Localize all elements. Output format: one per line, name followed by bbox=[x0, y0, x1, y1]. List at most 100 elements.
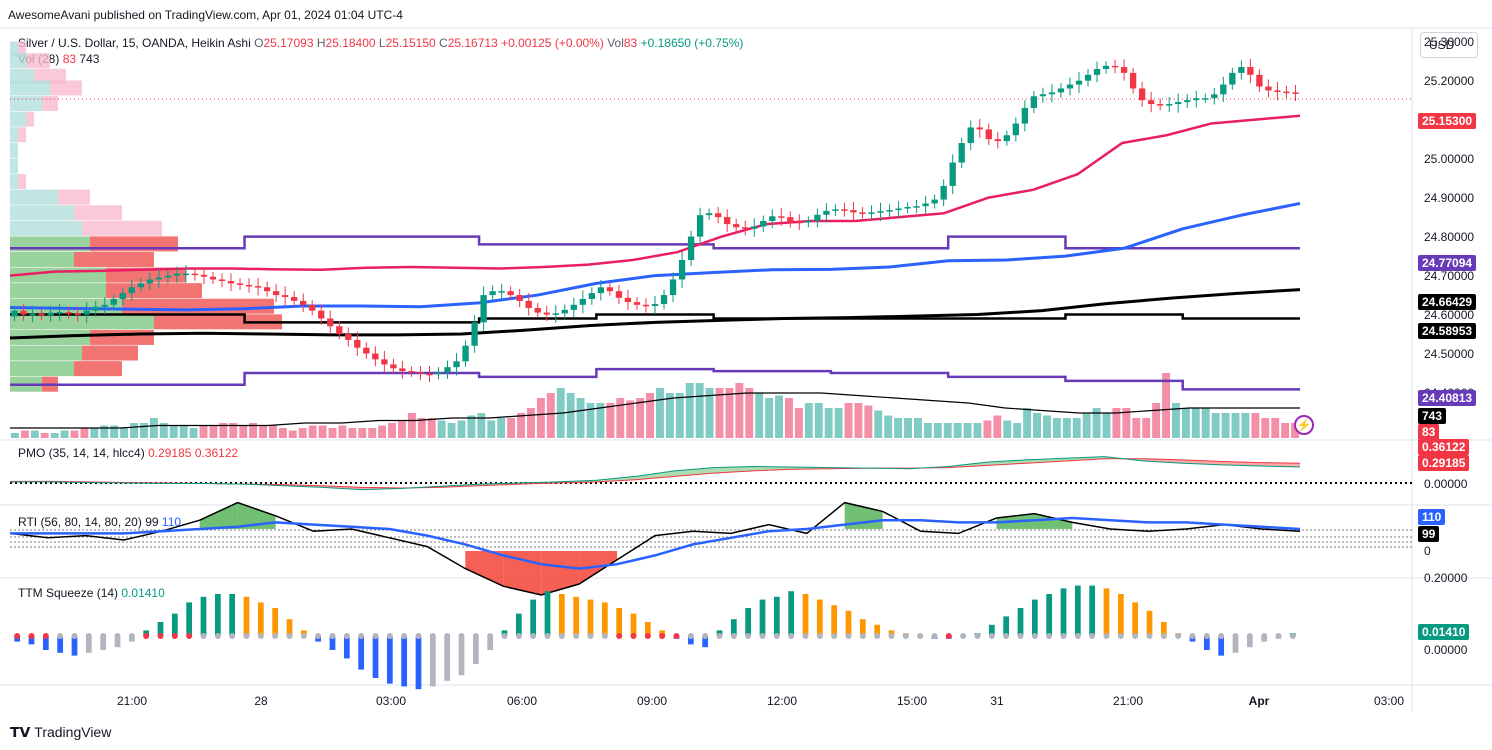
main-legend: Silver / U.S. Dollar, 15, OANDA, Heikin … bbox=[18, 36, 743, 50]
ttm-squeeze-dot bbox=[1074, 633, 1081, 639]
volume-bar bbox=[298, 428, 307, 438]
candle-body bbox=[1075, 80, 1083, 85]
volume-bar bbox=[923, 423, 932, 438]
candle-body bbox=[615, 291, 623, 298]
candle-body bbox=[561, 309, 568, 314]
candle-body bbox=[778, 216, 785, 218]
volume-bar bbox=[398, 420, 406, 438]
volume-bar bbox=[1281, 423, 1290, 438]
volume-bar bbox=[1122, 408, 1131, 438]
rti-overbought-fill bbox=[1034, 513, 1073, 529]
volume-bar bbox=[1172, 403, 1180, 438]
ttm-squeeze-dot bbox=[601, 633, 608, 639]
ttm-squeeze-dot bbox=[845, 633, 852, 639]
candle-body bbox=[1193, 98, 1200, 101]
candle-body bbox=[552, 313, 559, 315]
volume-bar bbox=[477, 413, 486, 438]
candle-body bbox=[164, 275, 172, 278]
volume-profile-up bbox=[10, 251, 74, 267]
volume-bar bbox=[457, 420, 466, 438]
ttm-squeeze-dot bbox=[616, 633, 623, 639]
price-axis-label: 24.50000 bbox=[1424, 346, 1475, 361]
volume-bar bbox=[794, 408, 803, 438]
ttm-histogram-bar bbox=[257, 602, 264, 636]
volume-legend-v1: 83 bbox=[62, 52, 77, 66]
volume-bar bbox=[536, 398, 545, 438]
ttm-histogram-bar bbox=[788, 591, 795, 636]
candle-body bbox=[733, 224, 740, 228]
pmo-legend[interactable]: PMO (35, 14, 14, hlcc4) 0.29185 0.36122 bbox=[18, 446, 238, 460]
candle-body bbox=[272, 291, 280, 296]
rti-legend-v2: 110 bbox=[161, 515, 182, 529]
ttm-squeeze-dot bbox=[716, 633, 723, 639]
ohlc-l-value: 25.15150 bbox=[385, 36, 436, 50]
ttm-squeeze-dot bbox=[171, 633, 178, 639]
ttm-histogram-bar bbox=[415, 636, 422, 690]
volume-bar bbox=[348, 428, 357, 438]
volume-bar bbox=[40, 433, 49, 438]
rti-signal-line bbox=[10, 516, 1301, 570]
candle-body bbox=[796, 221, 803, 224]
ttm-histogram-bar bbox=[171, 613, 178, 636]
ttm-tag: 0.01410 bbox=[1418, 624, 1470, 640]
candle-body bbox=[236, 283, 244, 285]
symbol-title[interactable]: Silver / U.S. Dollar, 15, OANDA, Heikin … bbox=[18, 36, 251, 50]
candle-body bbox=[967, 127, 974, 144]
ttm-histogram-bar bbox=[601, 602, 608, 636]
volume-bar bbox=[1201, 408, 1210, 438]
rti-legend[interactable]: RTI (56, 80, 14, 80, 20) 99 110 bbox=[18, 515, 181, 529]
ttm-histogram-bar bbox=[1117, 594, 1124, 636]
ttm-squeeze-dot bbox=[1218, 633, 1225, 639]
volume-profile-up bbox=[10, 361, 74, 377]
volume-bar bbox=[1231, 413, 1240, 438]
volume-bar bbox=[1023, 408, 1032, 438]
currency-button[interactable]: USD bbox=[1420, 32, 1478, 58]
candle-body bbox=[101, 304, 108, 307]
candle-body bbox=[570, 304, 577, 310]
candle-body bbox=[300, 300, 307, 305]
ttm-squeeze-dot bbox=[372, 633, 379, 639]
candle-body bbox=[678, 259, 686, 280]
candle-body bbox=[1166, 104, 1173, 106]
volume-bar bbox=[854, 403, 863, 438]
volume-bar bbox=[60, 430, 69, 438]
ttm-squeeze-dot bbox=[673, 633, 680, 639]
candle-body bbox=[525, 300, 532, 308]
time-axis-label: Apr bbox=[1248, 694, 1270, 708]
ttm-squeeze-dot bbox=[687, 633, 694, 639]
ttm-squeeze-dot bbox=[1261, 633, 1268, 639]
volume-profile-down bbox=[18, 41, 26, 57]
ttm-histogram-bar bbox=[773, 596, 780, 636]
candle-body bbox=[832, 209, 839, 211]
volume-bar bbox=[775, 395, 783, 438]
ttm-histogram-bar bbox=[272, 608, 279, 636]
ttm-histogram-bar bbox=[558, 594, 565, 636]
ttm-squeeze-dot bbox=[1189, 633, 1196, 639]
candle-body bbox=[381, 359, 388, 365]
volume-bar bbox=[1062, 418, 1071, 438]
candle-body bbox=[877, 211, 884, 213]
lightning-icon[interactable]: ⚡ bbox=[1294, 415, 1314, 435]
volume-bar bbox=[904, 418, 912, 438]
ohlc-o-label: O bbox=[254, 36, 264, 50]
volume-profile-up bbox=[10, 345, 82, 361]
candle-body bbox=[92, 306, 99, 311]
ttm-squeeze-dot bbox=[587, 633, 594, 639]
volume-bar bbox=[219, 423, 228, 438]
tradingview-logo[interactable]: 𝗧𝗩 TradingView bbox=[10, 724, 111, 740]
candle-body bbox=[426, 373, 433, 376]
ttm-histogram-bar bbox=[429, 636, 436, 687]
candle-body bbox=[1102, 65, 1110, 69]
candle-body bbox=[1057, 88, 1065, 93]
ttm-legend[interactable]: TTM Squeeze (14) 0.01410 bbox=[18, 586, 165, 600]
ttm-histogram-bar bbox=[644, 622, 651, 636]
ttm-squeeze-dot bbox=[401, 633, 408, 639]
ttm-squeeze-dot bbox=[472, 633, 479, 639]
ttm-histogram-bar bbox=[1089, 585, 1096, 636]
ma-black-tag: 24.66429 bbox=[1418, 294, 1477, 310]
volume-bar bbox=[765, 398, 774, 438]
vol-label: Vol bbox=[607, 36, 624, 50]
candle-body bbox=[281, 295, 289, 298]
candle-body bbox=[606, 287, 614, 292]
